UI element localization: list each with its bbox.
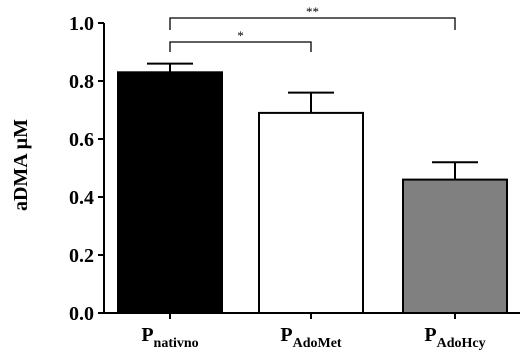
significance-label: * bbox=[237, 28, 244, 43]
x-axis: Pnativno PAdoMet PAdoHcy bbox=[103, 312, 520, 351]
x-tick-label: Pnativno bbox=[141, 324, 198, 351]
bar bbox=[258, 111, 364, 315]
x-tick-label-main: P bbox=[141, 324, 153, 346]
y-tick-label: 0.4 bbox=[69, 187, 94, 209]
significance-brackets: *** bbox=[169, 4, 456, 52]
y-tick-label: 0.8 bbox=[69, 71, 94, 93]
x-tick-label: PAdoMet bbox=[280, 324, 342, 351]
x-tick-label-subscript: AdoHcy bbox=[437, 336, 486, 351]
x-tick-label-main: P bbox=[280, 324, 292, 346]
bar bbox=[402, 178, 508, 314]
x-tick-label-subscript: nativno bbox=[154, 336, 199, 351]
error-bars bbox=[147, 62, 478, 180]
y-axis-label: aDMA µM bbox=[10, 119, 32, 211]
bar bbox=[117, 71, 223, 314]
y-axis: 0.0 0.2 0.4 0.6 0.8 1.0 bbox=[69, 13, 105, 325]
significance-bracket bbox=[169, 17, 456, 30]
significance-bracket bbox=[169, 41, 312, 52]
x-tick-label-subscript: AdoMet bbox=[293, 336, 342, 351]
x-tick-label: PAdoHcy bbox=[424, 324, 485, 351]
bars bbox=[117, 71, 508, 315]
y-tick-label: 0.2 bbox=[69, 245, 94, 267]
x-tick-label-main: P bbox=[424, 324, 436, 346]
y-tick-label: 0.0 bbox=[69, 303, 94, 325]
y-tick-label: 1.0 bbox=[69, 13, 94, 35]
significance-label: ** bbox=[306, 4, 319, 19]
y-tick-label: 0.6 bbox=[69, 129, 94, 151]
